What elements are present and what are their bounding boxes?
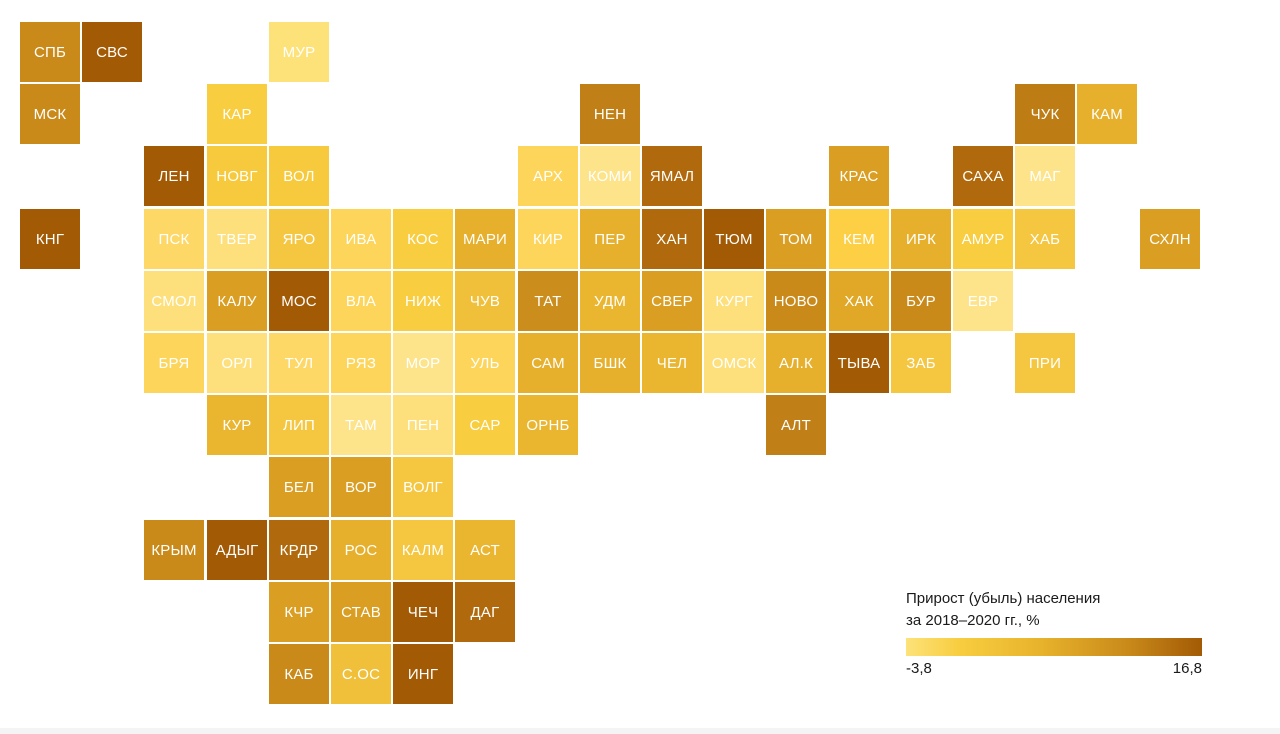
region-tile[interactable]: СПБ <box>20 22 80 82</box>
region-tile[interactable]: АЛ.К <box>766 333 826 393</box>
region-tile[interactable]: РЯЗ <box>331 333 391 393</box>
region-tile[interactable]: БШК <box>580 333 640 393</box>
region-tile[interactable]: МСК <box>20 84 80 144</box>
region-tile[interactable]: САХА <box>953 146 1013 206</box>
region-tile[interactable]: ХАБ <box>1015 209 1075 269</box>
region-tile[interactable]: ОРНБ <box>518 395 578 455</box>
region-tile[interactable]: МАРИ <box>455 209 515 269</box>
region-tile[interactable]: ПРИ <box>1015 333 1075 393</box>
region-tile[interactable]: ЧЕЛ <box>642 333 702 393</box>
region-tile[interactable]: БРЯ <box>144 333 204 393</box>
region-tile[interactable]: МАГ <box>1015 146 1075 206</box>
region-tile[interactable]: МУР <box>269 22 329 82</box>
region-tile[interactable]: ЯРО <box>269 209 329 269</box>
region-tile[interactable]: АСТ <box>455 520 515 580</box>
region-tile[interactable]: КРАС <box>829 146 889 206</box>
region-tile[interactable]: СХЛН <box>1140 209 1200 269</box>
region-tile[interactable]: ИРК <box>891 209 951 269</box>
region-tile[interactable]: КАЛМ <box>393 520 453 580</box>
region-tile[interactable]: ХАН <box>642 209 702 269</box>
region-tile[interactable]: ДАГ <box>455 582 515 642</box>
region-tile[interactable]: БУР <box>891 271 951 331</box>
region-tile[interactable]: ЯМАЛ <box>642 146 702 206</box>
region-tile[interactable]: ТУЛ <box>269 333 329 393</box>
region-tile[interactable]: ВОЛ <box>269 146 329 206</box>
region-tile[interactable]: ПЕН <box>393 395 453 455</box>
region-tile[interactable]: ЛИП <box>269 395 329 455</box>
region-tile[interactable]: КОС <box>393 209 453 269</box>
region-tile[interactable]: ИНГ <box>393 644 453 704</box>
region-tile[interactable]: АЛТ <box>766 395 826 455</box>
region-tile[interactable]: ПЕР <box>580 209 640 269</box>
legend-labels: -3,8 16,8 <box>906 660 1202 680</box>
region-tile[interactable]: С.ОС <box>331 644 391 704</box>
region-tile[interactable]: БЕЛ <box>269 457 329 517</box>
region-tile[interactable]: ЛЕН <box>144 146 204 206</box>
region-tile[interactable]: ТЫВА <box>829 333 889 393</box>
legend-min-label: -3,8 <box>906 660 932 677</box>
region-tile[interactable]: ТАМ <box>331 395 391 455</box>
region-tile[interactable]: ЧЕЧ <box>393 582 453 642</box>
legend-color-scale <box>906 638 1202 656</box>
region-tile[interactable]: САМ <box>518 333 578 393</box>
region-tile[interactable]: УЛЬ <box>455 333 515 393</box>
legend-max-label: 16,8 <box>1172 660 1202 677</box>
region-tile[interactable]: КУР <box>207 395 267 455</box>
region-tile[interactable]: АРХ <box>518 146 578 206</box>
region-tile[interactable]: НЕН <box>580 84 640 144</box>
region-tile[interactable]: ТЮМ <box>704 209 764 269</box>
region-tile[interactable]: СВС <box>82 22 142 82</box>
region-tile[interactable]: ЧУК <box>1015 84 1075 144</box>
region-tile[interactable]: ТОМ <box>766 209 826 269</box>
legend-title-line2: за 2018–2020 гг., % <box>906 612 1040 629</box>
region-tile[interactable]: СМОЛ <box>144 271 204 331</box>
region-tile[interactable]: САР <box>455 395 515 455</box>
region-tile[interactable]: КЕМ <box>829 209 889 269</box>
region-tile[interactable]: ТВЕР <box>207 209 267 269</box>
bottom-strip <box>0 728 1280 734</box>
region-tile[interactable]: КУРГ <box>704 271 764 331</box>
region-tile[interactable]: ПСК <box>144 209 204 269</box>
region-tile[interactable]: ВЛА <box>331 271 391 331</box>
region-tile[interactable]: НИЖ <box>393 271 453 331</box>
region-tile[interactable]: ЗАБ <box>891 333 951 393</box>
region-tile[interactable]: КИР <box>518 209 578 269</box>
region-tile[interactable]: КОМИ <box>580 146 640 206</box>
region-tile[interactable]: ХАК <box>829 271 889 331</box>
region-tile[interactable]: РОС <box>331 520 391 580</box>
region-tile[interactable]: ОРЛ <box>207 333 267 393</box>
region-tile[interactable]: ИВА <box>331 209 391 269</box>
region-tile[interactable]: ВОЛГ <box>393 457 453 517</box>
region-tile[interactable]: МОР <box>393 333 453 393</box>
region-tile[interactable]: КАР <box>207 84 267 144</box>
region-tile[interactable]: ОМСК <box>704 333 764 393</box>
region-tile[interactable]: КЧР <box>269 582 329 642</box>
map-legend: Прирост (убыль) населения за 2018–2020 г… <box>906 588 1206 680</box>
region-tile[interactable]: ВОР <box>331 457 391 517</box>
region-tile[interactable]: АМУР <box>953 209 1013 269</box>
region-tile[interactable]: ТАТ <box>518 271 578 331</box>
region-tile[interactable]: КАБ <box>269 644 329 704</box>
region-tile[interactable]: МОС <box>269 271 329 331</box>
region-tile[interactable]: КНГ <box>20 209 80 269</box>
region-tile[interactable]: ЧУВ <box>455 271 515 331</box>
region-tile[interactable]: КРДР <box>269 520 329 580</box>
region-tile[interactable]: КАМ <box>1077 84 1137 144</box>
region-tile[interactable]: ЕВР <box>953 271 1013 331</box>
region-tile[interactable]: КРЫМ <box>144 520 204 580</box>
region-tile[interactable]: НОВГ <box>207 146 267 206</box>
region-tile[interactable]: СТАВ <box>331 582 391 642</box>
legend-title-line1: Прирост (убыль) населения <box>906 590 1101 607</box>
region-tile[interactable]: УДМ <box>580 271 640 331</box>
region-tile[interactable]: КАЛУ <box>207 271 267 331</box>
region-tile[interactable]: НОВО <box>766 271 826 331</box>
region-tile[interactable]: АДЫГ <box>207 520 267 580</box>
region-tile[interactable]: СВЕР <box>642 271 702 331</box>
